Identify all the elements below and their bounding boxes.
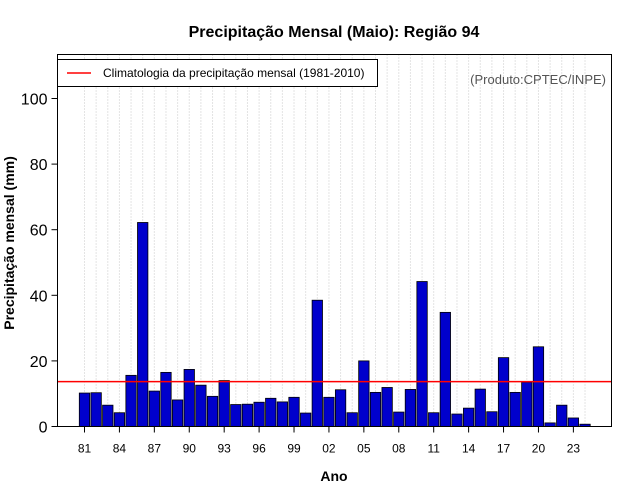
y-tick-label: 60 (30, 223, 48, 240)
bar-1989 (172, 399, 184, 427)
x-tick-label: 17 (497, 442, 511, 456)
x-tick-label: 90 (183, 442, 197, 456)
bar-2005 (358, 360, 370, 427)
bars (78, 222, 591, 427)
x-tick-label: 87 (148, 442, 162, 456)
bar-1998 (276, 401, 288, 427)
bar-1993 (218, 380, 230, 427)
x-axis-title: Ano (320, 468, 347, 484)
x-tick-label: 23 (567, 442, 581, 456)
bar-2004 (346, 412, 358, 427)
bar-2016 (486, 411, 498, 427)
x-tick-label: 14 (462, 442, 476, 456)
bar-1999 (288, 396, 300, 427)
y-tick-label: 80 (30, 157, 48, 174)
x-tick-label: 08 (392, 442, 406, 456)
x-tick-label: 05 (357, 442, 371, 456)
y-axis: 0 20 40 60 80 100 (21, 92, 58, 437)
bar-1990 (183, 369, 195, 427)
bar-2008 (393, 411, 405, 427)
bar-2020 (532, 346, 545, 427)
bar-2019 (521, 381, 533, 427)
x-tick-label: 84 (113, 442, 127, 456)
bar-1996 (253, 401, 265, 427)
bar-2007 (381, 387, 393, 427)
bar-2003 (334, 389, 347, 427)
x-tick-label: 99 (287, 442, 301, 456)
x-tick-label: 81 (78, 442, 92, 456)
credit-text: (Produto:CPTEC/INPE) (470, 72, 606, 87)
bar-1983 (102, 404, 114, 427)
bar-1986 (137, 222, 149, 427)
x-tick-label: 11 (427, 442, 440, 456)
bar-2023 (567, 417, 579, 427)
x-tick-label: 02 (322, 442, 336, 456)
bar-1992 (206, 395, 219, 427)
plot-frame (57, 54, 612, 427)
y-axis-title: Precipitação mensal (mm) (1, 156, 17, 330)
bar-1991 (195, 384, 207, 427)
bar-1987 (148, 390, 160, 427)
bar-2006 (369, 391, 382, 427)
bar-2009 (404, 389, 417, 427)
bar-2017 (497, 357, 510, 427)
grid-lines (84, 54, 586, 427)
bar-2001 (311, 299, 323, 427)
bar-2011 (428, 412, 440, 427)
bar-2010 (416, 281, 428, 427)
legend-box (57, 59, 378, 87)
bar-1984 (113, 412, 126, 427)
bar-1985 (125, 374, 137, 427)
bar-2013 (451, 413, 463, 427)
bar-1982 (90, 392, 102, 427)
y-tick-label: 0 (39, 420, 48, 437)
x-tick-label: 96 (252, 442, 266, 456)
bar-1994 (230, 404, 242, 427)
bar-1997 (265, 397, 277, 427)
bar-2014 (463, 407, 475, 427)
bar-2000 (300, 412, 312, 427)
bar-1988 (160, 371, 172, 427)
x-tick-label: 93 (218, 442, 232, 456)
legend: Climatologia da precipitação mensal (198… (57, 59, 378, 87)
bar-1981 (78, 392, 91, 427)
bar-2021 (544, 422, 556, 427)
bar-2015 (474, 388, 486, 427)
y-tick-label: 40 (30, 288, 48, 305)
x-tick-label: 20 (532, 442, 546, 456)
y-tick-label: 100 (21, 92, 48, 109)
bar-2002 (323, 396, 335, 427)
legend-label: Climatologia da precipitação mensal (198… (103, 66, 364, 80)
bar-1995 (241, 403, 254, 427)
bar-2018 (509, 391, 521, 427)
x-axis: 81 84 87 90 93 96 99 02 05 08 11 14 17 20 23 (78, 426, 581, 456)
bar-2022 (556, 404, 568, 427)
chart-title: Precipitação Mensal (Maio): Região 94 (189, 24, 480, 41)
y-tick-label: 20 (30, 354, 48, 371)
bar-2012 (439, 311, 451, 427)
